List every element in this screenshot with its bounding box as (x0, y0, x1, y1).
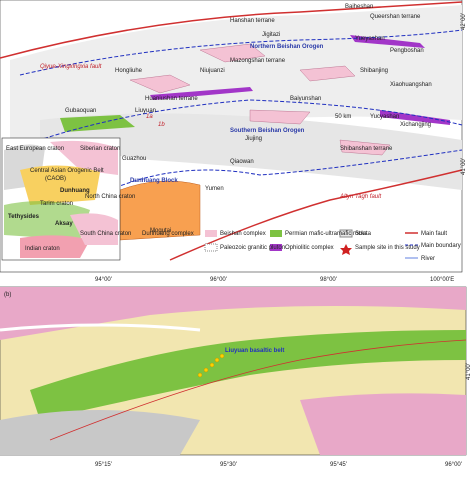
legend-label: Main boundary (421, 243, 461, 249)
belt-label: Liuyuan basaltic belt (225, 348, 284, 354)
lon-label: 100°00'E (430, 277, 454, 283)
lon-label: 96°00' (210, 277, 227, 283)
legend-label: Paleozoic granitic pluton (220, 245, 285, 251)
legend-shapes (127, 229, 418, 259)
orogen-label: Northern Beishan Orogen (250, 44, 324, 50)
lon-label: 95°15' (95, 462, 112, 468)
lat-label: 42°00' (461, 13, 467, 30)
place-label: Baiyunshan (290, 96, 321, 102)
place-label: Guazhou (122, 156, 146, 162)
orogen-label: Dunhuang Block (130, 178, 178, 184)
scale-label: 50 km (335, 114, 351, 120)
lon-label: 98°00' (320, 277, 337, 283)
place-label: Mogutai (150, 228, 171, 234)
terrane-label: Huaniushan terrane (145, 96, 198, 102)
inset-label: Siberian craton (80, 146, 120, 152)
lon-label: 95°30' (220, 462, 237, 468)
inset-label: South China craton (80, 231, 131, 237)
panel-b-shapes (0, 286, 467, 456)
place-label: Yueyashan (355, 36, 385, 42)
legend-label: Beishan complex (220, 231, 266, 237)
panel-a-shapes (0, 0, 463, 273)
lon-label: 95°45' (330, 462, 347, 468)
inset-label: Tethysides (8, 214, 40, 220)
inset-label: (CAOB) (45, 176, 66, 182)
labels: Qiyue-Xingxingxia fault Altyn Tagh fault… (4, 4, 472, 468)
place-label: Shibanjing (360, 68, 388, 74)
lat-label: 41°00' (466, 363, 472, 380)
place-label: Liuyuan (135, 108, 156, 114)
legend-label: Dunhuang complex (142, 231, 194, 237)
lat-label: 41°00' (461, 158, 467, 175)
place-label: Niujuanzi (200, 68, 225, 74)
legend-label: Permian mafic-ultramafic rocks (285, 231, 367, 237)
legend-label: River (421, 256, 435, 262)
place-label: Xiaohuangshan (390, 82, 432, 88)
lon-label: 96°00' (445, 462, 462, 468)
fault-label: Altyn Tagh fault (339, 194, 381, 200)
legend-label: Strata (355, 231, 372, 237)
inset-label: Aksay (55, 221, 73, 227)
place-label: Gubaoquan (65, 108, 96, 114)
orogen-label: Southern Beishan Orogen (230, 128, 305, 134)
terrane-label: Queershan terrane (370, 14, 421, 20)
place-label: Pengboshan (390, 48, 424, 54)
inset-label: Indian craton (25, 246, 60, 252)
legend-label: Ophiolitic complex (285, 245, 334, 251)
inset-label: Tarim craton (40, 201, 73, 207)
inset-label: East European craton (6, 146, 64, 152)
place-label: Qiaowan (230, 159, 254, 165)
place-label: Baiheshan (345, 4, 373, 10)
legend-label: Sample site in this study (355, 245, 420, 251)
terrane-label: Hanshan terrane (230, 18, 275, 24)
site-label: 1b (158, 122, 165, 128)
lon-label: 94°00' (95, 277, 112, 283)
fault-label: Qiyue-Xingxingxia fault (40, 64, 102, 70)
inset-label: North China craton (85, 194, 135, 200)
terrane-label: Shibanshan terrane (340, 146, 393, 152)
place-label: Yucyashan (370, 114, 399, 120)
place-label: Hongliuhe (115, 68, 143, 74)
site-label: 1a (146, 114, 153, 120)
inset-label: Central Asian Orogenic Belt (30, 168, 104, 174)
terrane-label: Mazongshan terrane (230, 58, 286, 64)
panel-label: (b) (4, 292, 11, 298)
place-label: Xichangjing (400, 122, 431, 128)
place-label: Jigitazi (262, 32, 280, 38)
inset-label: Dunhuang (60, 188, 90, 194)
place-label: Yumen (205, 186, 224, 192)
place-label: Jiujing (245, 136, 262, 142)
legend-label: Main fault (421, 231, 447, 237)
